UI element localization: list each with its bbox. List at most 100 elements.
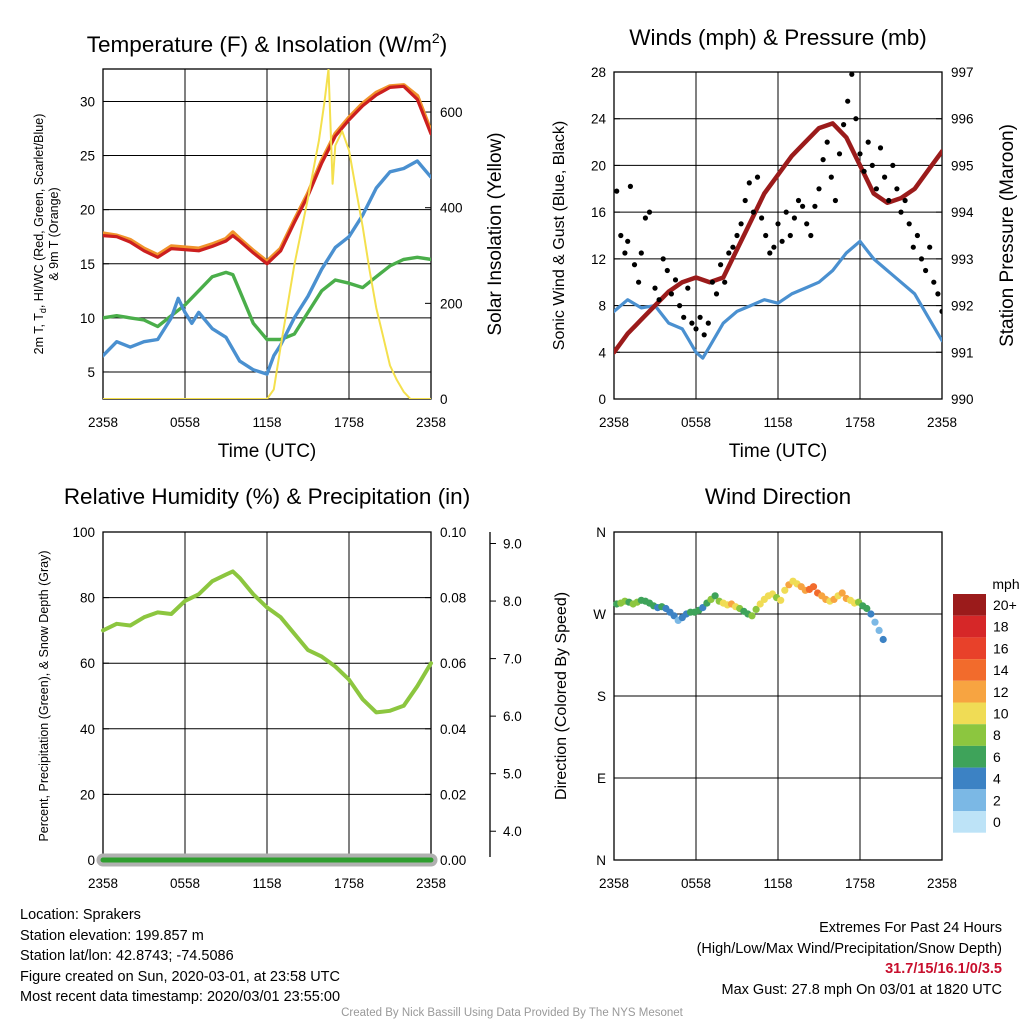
legend-label: 4 — [993, 771, 1001, 787]
gust-point — [754, 174, 761, 180]
y-axis-label: Percent, Precipitation (Green), & Snow D… — [37, 550, 51, 841]
gust-point — [853, 116, 859, 122]
gust-point — [877, 145, 884, 151]
x-tick-label: 0558 — [681, 415, 711, 430]
y-tick-label: 25 — [80, 149, 95, 164]
gust-point — [636, 279, 642, 285]
y-tick-label: 15 — [80, 257, 95, 272]
y-tick-label: 100 — [72, 525, 95, 540]
gust-point — [795, 197, 802, 204]
gust-point — [804, 221, 810, 227]
x-tick-label: 1158 — [763, 415, 792, 430]
y2-tick-label: 0.06 — [440, 656, 466, 671]
y3-tick-label: 9.0 — [503, 537, 522, 552]
y-tick-label: W — [593, 607, 606, 622]
direction-point — [711, 592, 719, 600]
direction-point — [752, 605, 760, 614]
y3-tick-label: 6.0 — [503, 709, 522, 724]
gust-point — [656, 297, 662, 303]
gust-point — [685, 285, 691, 291]
y-label-subscript: d — [38, 308, 48, 313]
x-tick-label: 1158 — [252, 876, 281, 891]
legend-label: 8 — [993, 727, 1001, 743]
y-tick-label: E — [597, 771, 606, 786]
y2-axis-label: Solar Insolation (Yellow) — [485, 132, 506, 335]
legend-swatch — [953, 724, 986, 746]
chart-title: Temperature (F) & Insolation (W/m2) — [87, 30, 447, 57]
gust-point — [759, 215, 765, 221]
x-tick-label: 2358 — [88, 415, 118, 430]
y2-tick-label: 996 — [951, 112, 974, 127]
legend-label: 0 — [993, 814, 1001, 830]
direction-point — [756, 600, 764, 608]
y-axis-label-line2: & 9m T (Orange) — [47, 187, 61, 280]
x-tick-label: 2358 — [927, 876, 957, 891]
y-tick-label: 30 — [80, 94, 95, 109]
gust-point — [935, 291, 941, 297]
y-tick-label: N — [596, 853, 606, 868]
gust-point — [681, 314, 687, 320]
y3-tick-label: 8.0 — [503, 594, 522, 609]
legend-label: 18 — [993, 619, 1009, 635]
speed-legend: mph 20+ 18 16 14 12 10 8 6 4 2 0 — [953, 576, 1020, 833]
extremes-title: Extremes For Past 24 Hours — [819, 920, 1002, 936]
direction-point — [777, 596, 785, 604]
legend-swatch — [953, 659, 986, 681]
gust-point — [660, 256, 666, 262]
gust-point — [800, 203, 806, 209]
x-tick-label: 1158 — [252, 415, 281, 430]
y-tick-label: 20 — [80, 787, 95, 802]
y2-tick-label: 995 — [951, 158, 974, 173]
y2-tick-label: 0.08 — [440, 591, 466, 606]
x-tick-label: 1158 — [763, 876, 792, 891]
gust-point — [812, 203, 818, 209]
y-tick-label: 10 — [80, 311, 95, 326]
direction-point — [670, 612, 678, 620]
y3-tick-label: 5.0 — [503, 767, 522, 782]
y-tick-label: 0 — [87, 853, 95, 868]
gust-point — [824, 139, 830, 145]
title-part: Temperature (F) & Insolation (W/m — [87, 32, 432, 57]
gust-point — [857, 151, 863, 157]
x-tick-label: 2358 — [599, 415, 629, 430]
y-tick-label: 8 — [598, 299, 606, 314]
title-superscript: 2 — [432, 30, 440, 46]
chart-title: Wind Direction — [705, 484, 851, 509]
gust-point — [886, 197, 892, 204]
x-axis-label: Time (UTC) — [729, 441, 828, 462]
gust-point — [750, 209, 757, 215]
gust-point — [898, 209, 904, 215]
gust-point — [890, 162, 896, 168]
gust-point — [742, 197, 748, 204]
legend-swatch — [953, 637, 986, 660]
legend-label: 2 — [993, 792, 1001, 808]
y-tick-label: 4 — [598, 345, 606, 360]
y-tick-label: 12 — [591, 252, 606, 267]
latlon-text: Station lat/lon: 42.8743; -74.5086 — [20, 948, 234, 964]
legend-label: 10 — [993, 706, 1009, 722]
gust-point — [697, 314, 703, 320]
y-tick-label: 60 — [80, 656, 95, 671]
y-tick-label: 5 — [87, 365, 95, 380]
gust-point — [828, 174, 834, 180]
legend-label: 6 — [993, 749, 1001, 765]
gust-point — [791, 215, 798, 221]
max-gust-text: Max Gust: 27.8 mph On 03/01 at 1820 UTC — [721, 981, 1002, 998]
gust-point — [625, 238, 631, 244]
temp_2m-line — [103, 84, 431, 266]
direction-point — [809, 583, 818, 591]
gust-point — [902, 197, 908, 204]
wind_direction-panel: 2358 0558 1158 1758 2358 N E S W N Wind Direction D… — [553, 484, 1020, 891]
legend-swatch — [953, 767, 986, 790]
winds-panel: 2358 0558 1158 1758 2358 0 4 8 12 16 20 24 28 990 991 9… — [551, 25, 1018, 462]
x-tick-label: 0558 — [170, 415, 200, 430]
legend-label: 12 — [993, 684, 1009, 700]
x-tick-label: 1758 — [845, 876, 875, 891]
x-tick-label: 2358 — [416, 415, 446, 430]
gust-point — [849, 72, 855, 77]
temp_9m-line — [103, 83, 431, 264]
gust-point — [722, 279, 728, 285]
legend-label: 16 — [993, 640, 1009, 656]
y-tick-label: 16 — [591, 205, 606, 220]
